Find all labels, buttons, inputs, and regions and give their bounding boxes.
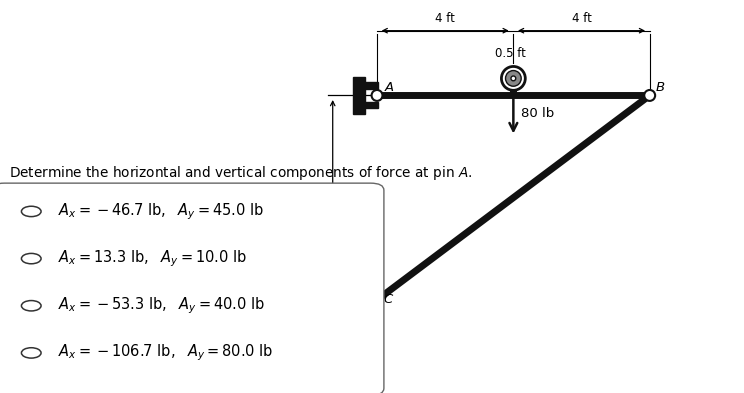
FancyBboxPatch shape xyxy=(0,183,384,393)
Bar xyxy=(365,287,378,294)
Bar xyxy=(365,83,378,89)
Circle shape xyxy=(22,206,41,217)
Circle shape xyxy=(22,301,41,311)
Text: 4 ft: 4 ft xyxy=(435,11,455,24)
Bar xyxy=(353,77,365,114)
Circle shape xyxy=(22,348,41,358)
Text: A: A xyxy=(385,81,394,94)
Text: $A_x = -53.3\ \mathrm{lb},\ \ A_y = 40.0\ \mathrm{lb}$: $A_x = -53.3\ \mathrm{lb},\ \ A_y = 40.0… xyxy=(58,296,266,316)
Text: $A_x = -46.7\ \mathrm{lb},\ \ A_y = 45.0\ \mathrm{lb}$: $A_x = -46.7\ \mathrm{lb},\ \ A_y = 45.0… xyxy=(58,201,264,222)
Circle shape xyxy=(505,71,522,86)
Text: 6 ft: 6 ft xyxy=(307,191,327,204)
Text: B: B xyxy=(655,81,665,94)
Circle shape xyxy=(22,253,41,264)
Bar xyxy=(365,306,378,313)
Text: 80 lb: 80 lb xyxy=(521,107,554,120)
Bar xyxy=(353,281,365,319)
Circle shape xyxy=(371,90,382,101)
Text: $A_x = 13.3\ \mathrm{lb},\ \ A_y = 10.0\ \mathrm{lb}$: $A_x = 13.3\ \mathrm{lb},\ \ A_y = 10.0\… xyxy=(58,248,247,269)
Bar xyxy=(365,101,378,108)
Text: $A_x = -106.7\ \mathrm{lb},\ \ A_y = 80.0\ \mathrm{lb}$: $A_x = -106.7\ \mathrm{lb},\ \ A_y = 80.… xyxy=(58,343,274,363)
Circle shape xyxy=(371,294,382,305)
Circle shape xyxy=(511,76,516,81)
Text: 0.5 ft: 0.5 ft xyxy=(496,47,526,60)
Text: Determine the horizontal and vertical components of force at pin $A$.: Determine the horizontal and vertical co… xyxy=(9,164,472,182)
Text: 4 ft: 4 ft xyxy=(571,11,591,24)
Circle shape xyxy=(644,90,655,101)
Circle shape xyxy=(501,66,525,90)
Text: C: C xyxy=(384,293,393,306)
